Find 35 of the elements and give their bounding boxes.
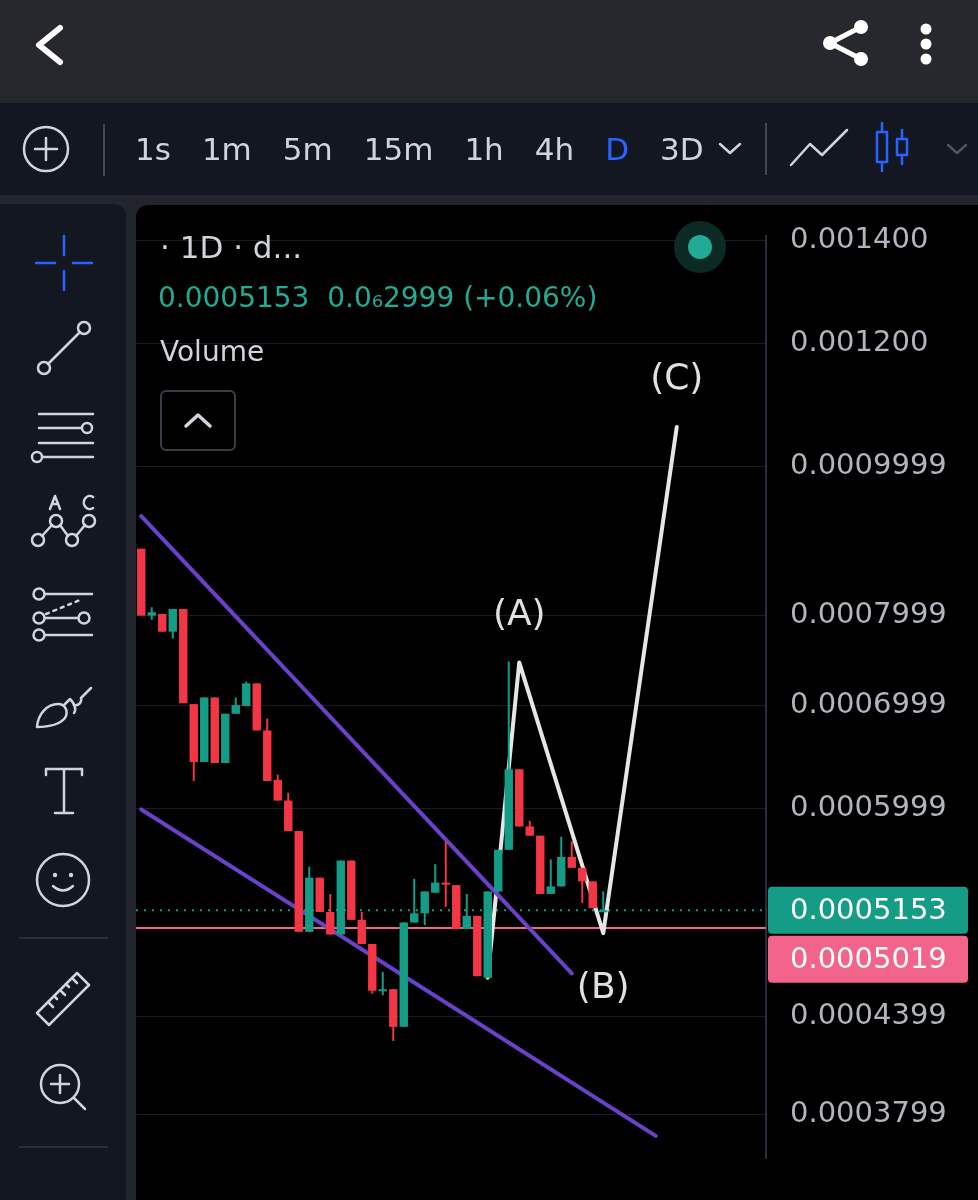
- annotation: Volume: [160, 335, 265, 368]
- annotation: (A): [492, 591, 546, 633]
- annotation: (C): [650, 356, 704, 398]
- y-tick-label: 0.001200: [790, 324, 929, 359]
- y-tick-label: 0.0009999: [790, 446, 947, 481]
- candlestick: [326, 892, 335, 936]
- text: 1s: [135, 131, 171, 167]
- candlestick: [420, 890, 429, 927]
- text: 4h: [534, 131, 575, 167]
- ref-line-label: 0.0005019: [790, 940, 947, 975]
- candlestick: [168, 607, 177, 640]
- text: 1m: [201, 131, 252, 167]
- text: 1h: [464, 131, 504, 167]
- candlestick: [578, 866, 587, 904]
- ref-line-label: 0.0005153: [790, 891, 947, 926]
- y-tick-label: 0.0007999: [790, 596, 947, 631]
- text: 0.0005153 0.0₆2999 (+0.06%): [158, 281, 598, 314]
- candlestick: [546, 858, 555, 895]
- y-tick-label: 0.0006999: [790, 685, 947, 720]
- annotation: (B): [576, 964, 630, 1006]
- candlestick: [567, 840, 576, 869]
- y-tick-label: 0.0004399: [790, 996, 947, 1031]
- y-tick-label: 0.0005999: [790, 788, 947, 823]
- candlestick: [431, 863, 440, 894]
- candlestick: [273, 773, 282, 802]
- text: 3D: [660, 131, 704, 167]
- text: D: [605, 131, 629, 167]
- chart-title: · 1D · d...: [160, 229, 303, 265]
- candlestick: [441, 840, 450, 908]
- y-tick-label: 0.0003799: [790, 1095, 947, 1130]
- candlestick: [242, 680, 251, 708]
- candlestick: [378, 970, 387, 997]
- text: 5m: [282, 131, 333, 167]
- y-tick-label: 0.001400: [790, 221, 929, 256]
- text: 15m: [363, 131, 434, 167]
